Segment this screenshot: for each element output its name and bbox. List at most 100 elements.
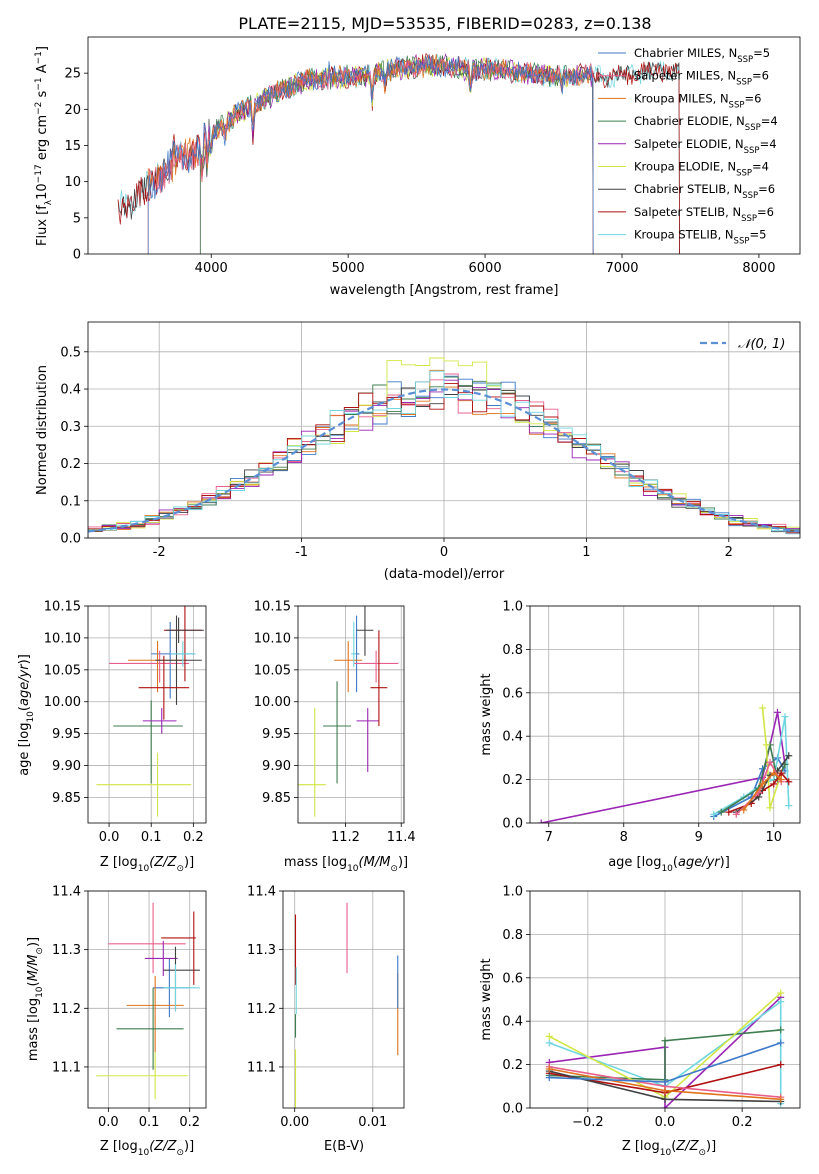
y-tick-label: 0.1 xyxy=(60,494,81,509)
legend-label-chabrier_elodie: Chabrier ELODIE, NSSP=4 xyxy=(634,114,778,133)
y-tick-label: 11.3 xyxy=(52,943,81,958)
y-tick-label: 11.1 xyxy=(247,1060,276,1075)
legend-label-kroupa_miles: Kroupa MILES, NSSP=6 xyxy=(634,91,761,110)
y-tick-label: 20 xyxy=(64,103,81,118)
x-axis-label: mass [log10(M/M⊙)] xyxy=(284,855,408,874)
y-tick-label: 0.6 xyxy=(502,971,523,986)
y-tick-label: 0.4 xyxy=(502,1015,523,1030)
spectrum-line-chabrier_miles xyxy=(147,54,594,254)
y-axis-label: mass weight xyxy=(479,673,494,755)
y-tick-label: 0.6 xyxy=(502,686,523,701)
y-axis-label: mass weight xyxy=(479,958,494,1040)
y-tick-label: 0.2 xyxy=(60,457,81,472)
y-tick-label: 0.0 xyxy=(502,1102,523,1117)
legend-label-kroupa_stelib: Kroupa STELIB, NSSP=5 xyxy=(634,228,766,247)
spectrum-line-kroupa_elodie xyxy=(199,55,594,254)
y-tick-label: 0.2 xyxy=(502,1058,523,1073)
axes-mw_vs_age: 7 8 9 10 0.0 0.2 0.4 0.6 0.8 1.0 xyxy=(502,600,801,845)
x-tick-label: -2 xyxy=(153,545,166,560)
normal-curve xyxy=(88,388,800,533)
x-tick-label: 8000 xyxy=(742,261,775,276)
x-tick-label: 0.1 xyxy=(139,1115,160,1130)
legend-label-salpeter_elodie: Salpeter ELODIE, NSSP=4 xyxy=(634,137,777,156)
x-tick-label: 11.2 xyxy=(331,830,360,845)
y-tick-label: 9.90 xyxy=(262,759,291,774)
axes-age_vs_Z: 0.0 0.1 0.2 9.85 9.90 9.95 10.00 10.05 10.10 10.1… xyxy=(44,600,207,845)
y-tick-label: 10 xyxy=(64,175,81,190)
y-tick-label: 10.05 xyxy=(44,663,81,678)
plot-area-mw_vs_Z xyxy=(545,989,785,1108)
axes-mass_vs_EBV: 0.00 0.01 11.1 11.2 11.3 11.4 xyxy=(247,885,405,1130)
plot-area-residuals xyxy=(88,357,800,538)
y-tick-label: 9.85 xyxy=(52,791,81,806)
y-tick-label: 0.0 xyxy=(60,532,81,547)
y-tick-label: 0.0 xyxy=(502,817,523,832)
y-tick-label: 10.15 xyxy=(44,600,81,615)
y-tick-label: 0.8 xyxy=(502,928,523,943)
x-axis-label: wavelength [Angstrom, rest frame] xyxy=(330,283,559,298)
x-tick-label: 0.2 xyxy=(732,1115,753,1130)
y-tick-label: 11.2 xyxy=(247,1002,276,1017)
axes-mw_vs_Z: −0.2 0.0 0.2 0.0 0.2 0.4 0.6 0.8 1.0 xyxy=(502,885,801,1130)
y-tick-label: 9.85 xyxy=(262,791,291,806)
y-tick-label: 10.00 xyxy=(44,695,81,710)
y-tick-label: 10.05 xyxy=(254,663,291,678)
y-tick-label: 0.5 xyxy=(60,345,81,360)
axes-frame xyxy=(297,605,405,824)
x-tick-label: 2 xyxy=(725,545,733,560)
x-tick-label: 6000 xyxy=(469,261,502,276)
x-axis-label: Z [log10(Z/Z⊙)] xyxy=(622,1139,716,1158)
x-tick-label: 0.01 xyxy=(358,1115,387,1130)
axes-age_vs_mass: 11.2 11.4 9.85 9.90 9.95 10.00 10.05 10.10 10.15 xyxy=(254,600,416,846)
legend-label-kroupa_elodie: Kroupa ELODIE, NSSP=4 xyxy=(634,160,769,179)
y-axis-label-age: age [log10(age/yr)] xyxy=(17,654,36,776)
spectrum-line-salpeter_elodie xyxy=(199,53,594,254)
y-tick-label: 0.8 xyxy=(502,643,523,658)
y-tick-label: 0.2 xyxy=(502,773,523,788)
x-tick-label: 8 xyxy=(620,830,628,845)
y-axis-label: Flux [fλ10−17 erg cm−2 s−1 A−1] xyxy=(34,46,54,246)
y-tick-label: 10.10 xyxy=(254,631,291,646)
y-tick-label: 0 xyxy=(73,248,81,263)
y-tick-label: 11.4 xyxy=(52,885,81,900)
series-line-salpeter_elodie xyxy=(541,712,786,823)
y-tick-label: 0.3 xyxy=(60,420,81,435)
x-tick-label: 0.0 xyxy=(655,1115,676,1130)
y-tick-label: 5 xyxy=(73,211,81,226)
legend-label-chabrier_stelib: Chabrier STELIB, NSSP=6 xyxy=(634,182,775,201)
series-line-kroupa_stelib xyxy=(549,1000,782,1104)
y-tick-label: 15 xyxy=(64,139,81,154)
y-tick-label: 9.95 xyxy=(52,727,81,742)
x-tick-label: 0.2 xyxy=(179,1115,200,1130)
x-axis-label: Z [log10(Z/Z⊙)] xyxy=(100,855,194,874)
y-tick-label: 9.95 xyxy=(262,727,291,742)
axes-frame xyxy=(87,36,801,255)
axes-mass_vs_Z: 0.0 0.1 0.2 11.1 11.2 11.3 11.4 xyxy=(52,885,207,1130)
x-tick-label: 4000 xyxy=(195,261,228,276)
axes-frame xyxy=(529,605,801,824)
axes-residuals: -2 -1 0 1 2 0.0 0.1 0.2 0.3 0.4 0.5 xyxy=(60,321,801,560)
plot-area-age_vs_mass xyxy=(298,606,399,817)
y-tick-label: 0.4 xyxy=(60,383,81,398)
legend-label-chabrier_miles: Chabrier MILES, NSSP=5 xyxy=(634,46,770,65)
x-axis-label: (data-model)/error xyxy=(384,567,505,582)
spectrum-line-chabrier_elodie xyxy=(199,55,594,254)
axes-frame xyxy=(282,890,405,1109)
plot-area-age_vs_Z xyxy=(96,606,204,817)
x-tick-label: 7000 xyxy=(605,261,638,276)
x-tick-label: 1 xyxy=(582,545,590,560)
x-tick-label: 0 xyxy=(440,545,448,560)
x-tick-label: 0.00 xyxy=(280,1115,309,1130)
y-tick-label: 1.0 xyxy=(502,600,523,615)
x-tick-label: 9 xyxy=(695,830,703,845)
y-axis-label: Normed distribution xyxy=(35,365,50,495)
x-tick-label: 0.2 xyxy=(183,830,204,845)
axes-frame xyxy=(87,890,207,1109)
x-axis-label: Z [log10(Z/Z⊙)] xyxy=(100,1139,194,1158)
series-line-kroupa_elodie xyxy=(761,707,783,809)
y-tick-label: 10.15 xyxy=(254,600,291,615)
y-tick-label: 10.10 xyxy=(44,631,81,646)
plot-area-mass_vs_Z xyxy=(96,902,200,1100)
x-tick-label: −0.2 xyxy=(572,1115,604,1130)
